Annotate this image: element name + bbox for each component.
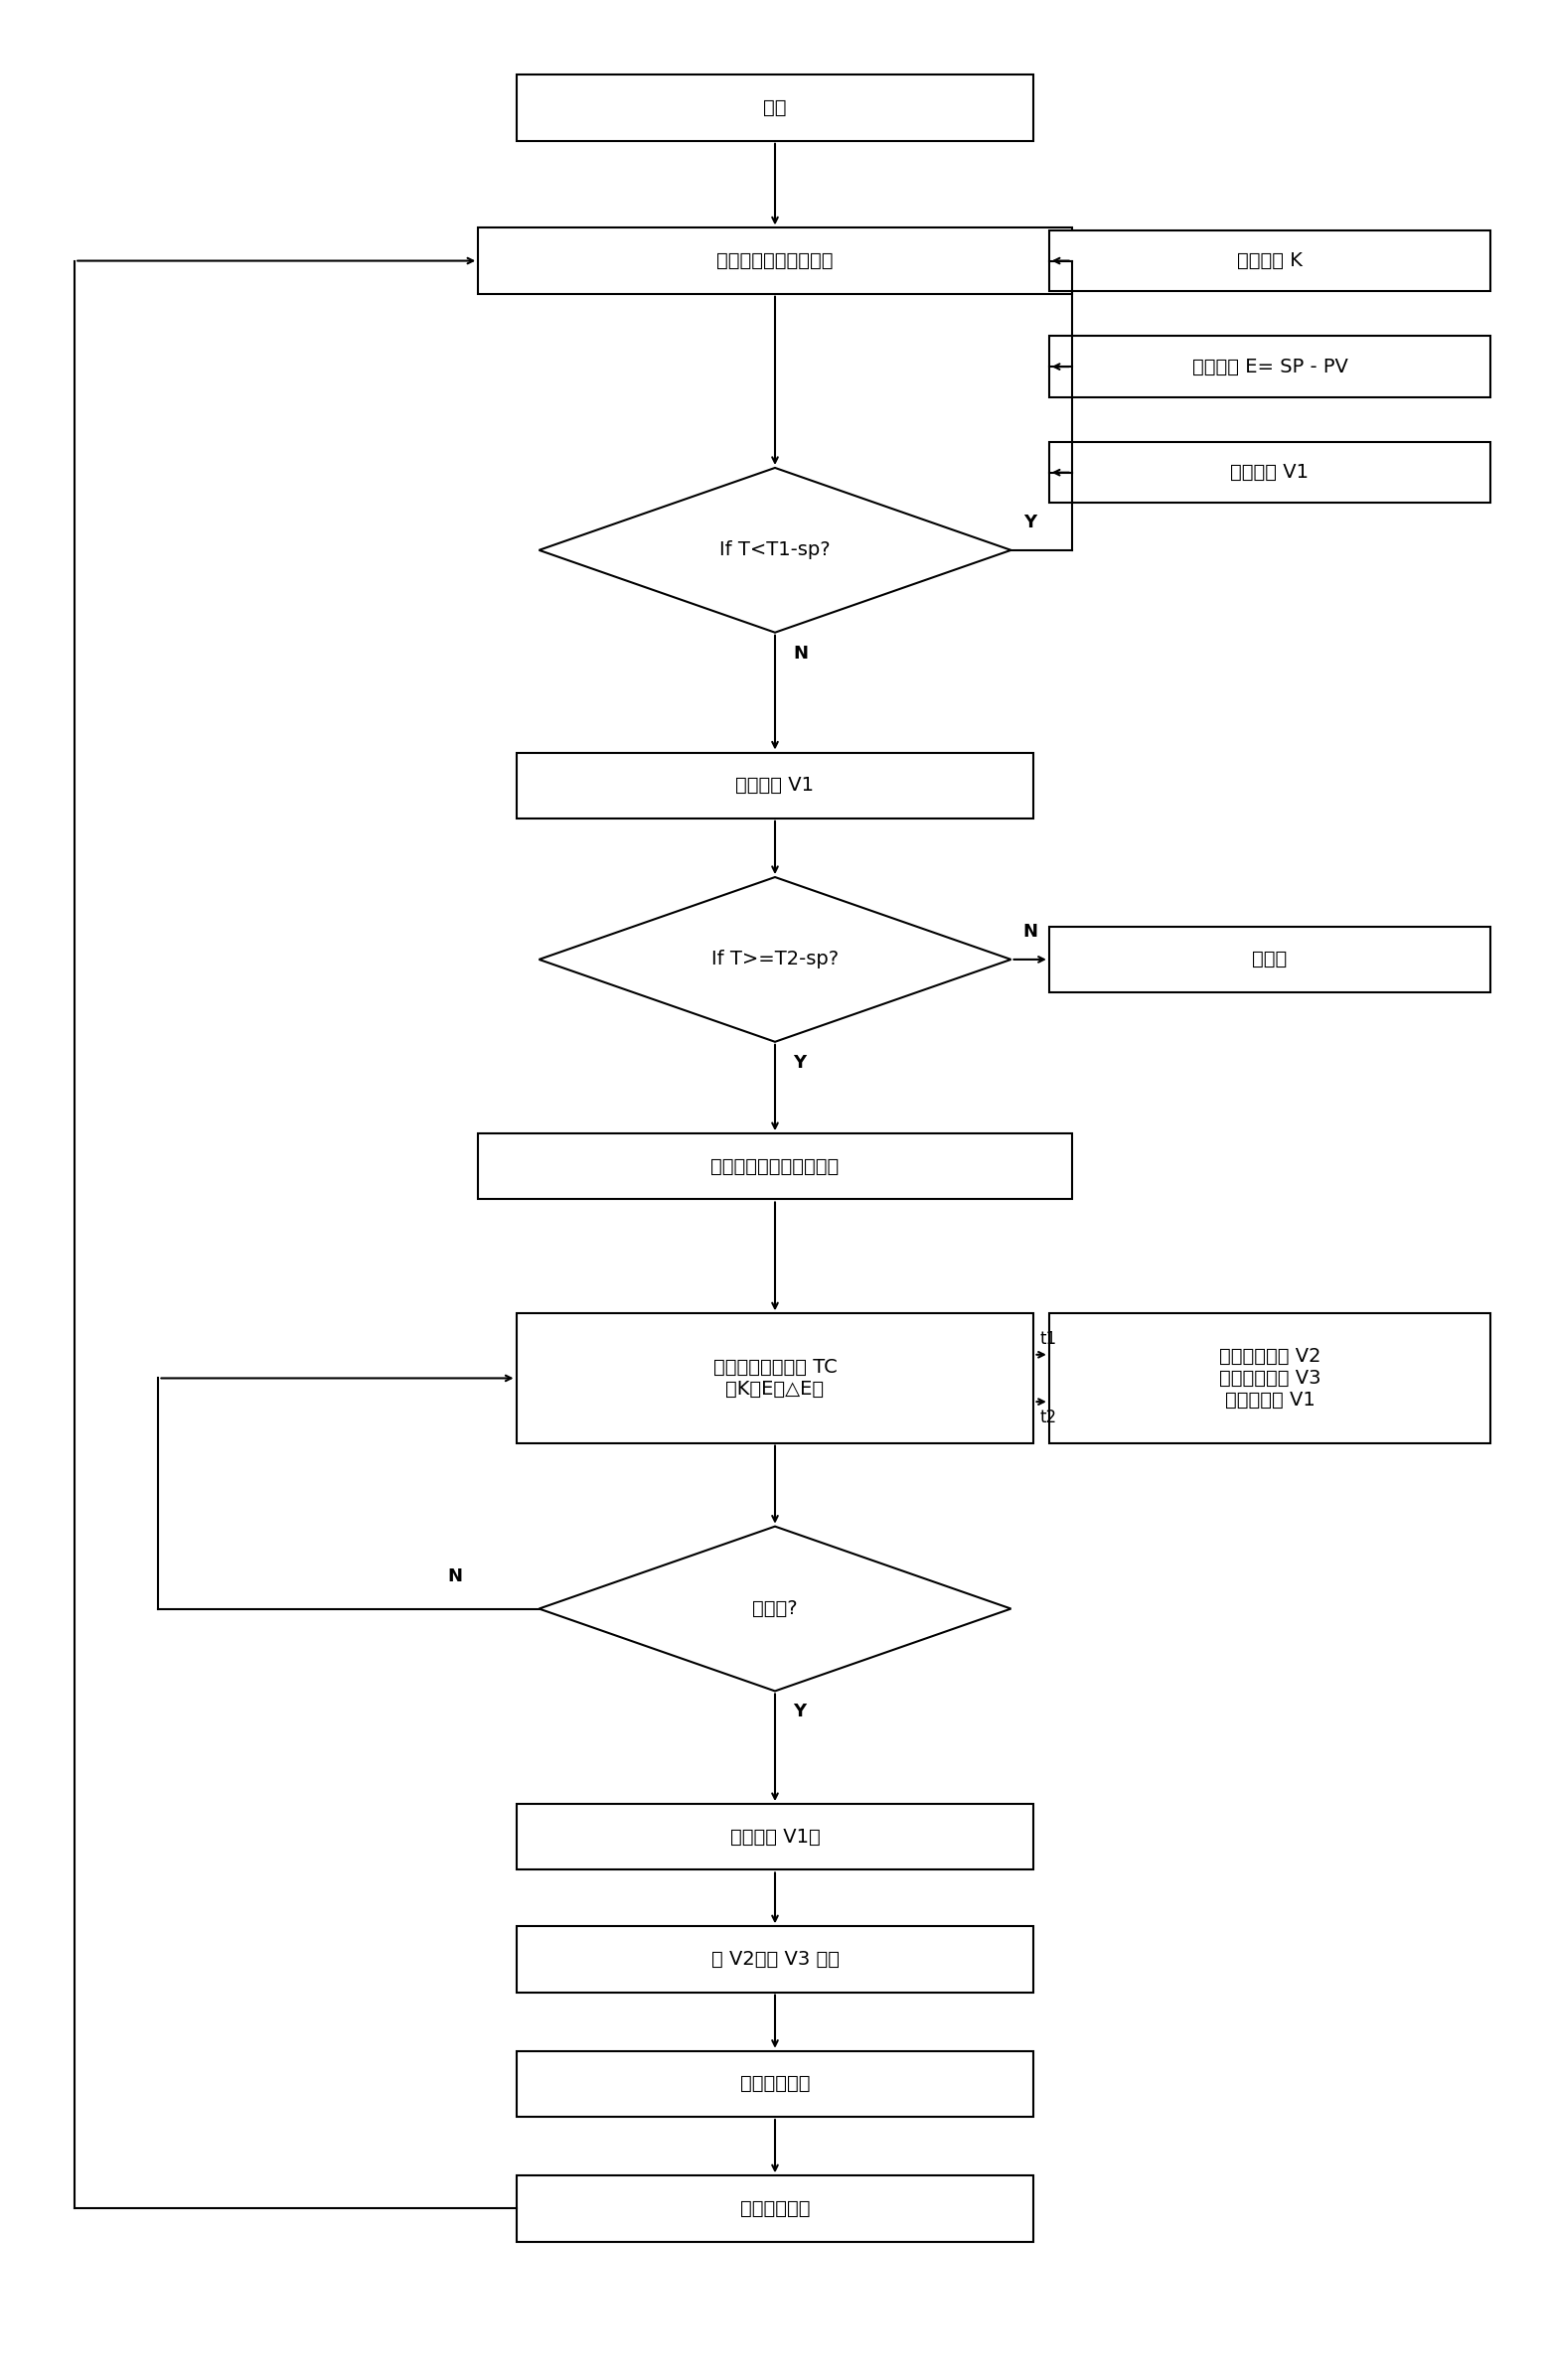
Text: N: N [794, 645, 808, 662]
Text: 计时到?: 计时到? [752, 1599, 798, 1618]
Bar [477, 228, 1073, 293]
Text: If T>=T2-sp?: If T>=T2-sp? [711, 950, 839, 969]
Polygon shape [539, 1526, 1011, 1692]
Bar [1049, 1314, 1491, 1442]
Bar [1049, 336, 1491, 397]
Text: Y: Y [794, 1702, 806, 1721]
Polygon shape [539, 469, 1011, 633]
Bar [516, 752, 1034, 819]
Text: 开始: 开始 [763, 98, 787, 117]
Text: 加氢气: 加氢气 [1252, 950, 1288, 969]
Text: 控制内冷水阀 V2
控制外冷水阀 V3
控制热水阀 V1: 控制内冷水阀 V2 控制外冷水阀 V3 控制热水阀 V1 [1218, 1347, 1321, 1409]
Text: 开 V2，开 V3 降温: 开 V2，开 V3 降温 [711, 1949, 839, 1968]
Bar [516, 2175, 1034, 2242]
Bar [1049, 231, 1491, 290]
Text: 初始化，取当前温度值: 初始化，取当前温度值 [716, 252, 834, 271]
Text: 关热水阀 V1: 关热水阀 V1 [736, 776, 814, 795]
Text: 计算偏差 E= SP - PV: 计算偏差 E= SP - PV [1192, 357, 1347, 376]
Polygon shape [539, 878, 1011, 1042]
Bar [477, 1133, 1073, 1200]
Text: t2: t2 [1040, 1409, 1057, 1426]
Text: N: N [448, 1568, 463, 1585]
Text: Y: Y [1023, 514, 1037, 531]
Bar [1049, 443, 1491, 502]
Text: 开始计时，进入反应阶段: 开始计时，进入反应阶段 [711, 1157, 839, 1176]
Bar [516, 1925, 1034, 1992]
Bar [516, 74, 1034, 140]
Text: If T<T1-sp?: If T<T1-sp? [719, 540, 831, 559]
Bar [1049, 926, 1491, 992]
Text: N: N [1023, 923, 1038, 940]
Text: Y: Y [794, 1054, 806, 1071]
Text: t1: t1 [1040, 1330, 1057, 1347]
Text: 关热水阀 V1，: 关热水阀 V1， [730, 1828, 820, 1847]
Bar [516, 2052, 1034, 2116]
Text: 试验重新开始: 试验重新开始 [739, 2199, 811, 2218]
Text: 开热水阀 V1: 开热水阀 V1 [1231, 464, 1310, 483]
Text: 计算斜率 K: 计算斜率 K [1237, 252, 1302, 271]
Bar [516, 1314, 1034, 1442]
Text: 降温结束出料: 降温结束出料 [739, 2075, 811, 2094]
Bar [516, 1804, 1034, 1871]
Text: 温度智能控制模块 TC
（K，E，△E）: 温度智能控制模块 TC （K，E，△E） [713, 1359, 837, 1399]
